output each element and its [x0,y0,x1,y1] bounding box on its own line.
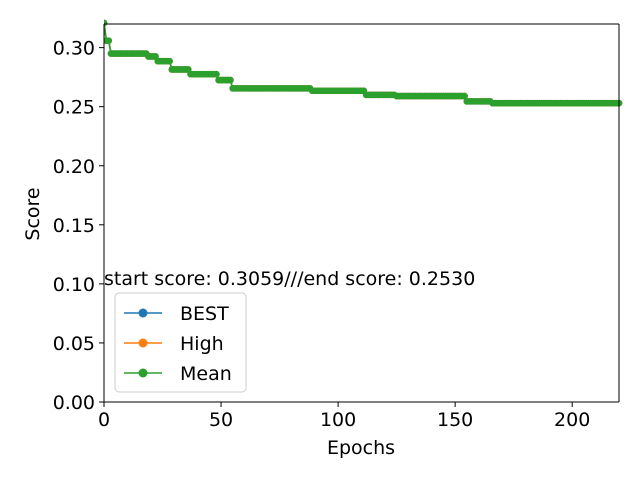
y-axis-label: Score [22,187,44,240]
legend-frame [114,292,247,393]
legend-marker-best [138,308,148,318]
data-point-mean-48 [213,70,220,78]
x-axis-label: Epochs [327,437,395,459]
data-point-mean-54 [227,76,234,84]
legend: BEST High Mean [114,292,247,393]
series-layer [104,19,623,107]
x-tick-label-2: 100 [320,409,356,431]
series-mean [104,19,623,107]
x-tick-label-4: 200 [554,409,590,431]
data-point-mean-2 [105,37,112,44]
legend-label-best: BEST [180,303,229,325]
data-point-mean-154 [461,92,468,100]
y-tick-label-5: 0.25 [53,97,95,119]
data-point-mean-0 [104,19,108,27]
y-tick-label-3: 0.15 [53,215,95,237]
y-tick-label-0: 0.00 [53,392,95,414]
legend-marker-high [138,338,148,348]
y-tick-label-1: 0.05 [53,333,95,355]
axes-layer: 0 50 100 150 200 0.00 0.05 0.10 0.15 0.20 0.25 0.30 [53,23,620,431]
x-tick-label-3: 150 [437,409,473,431]
plot-area [104,19,623,107]
legend-label-mean: Mean [180,363,232,385]
y-tick-label-4: 0.20 [53,156,95,178]
x-tick-label-1: 50 [209,409,233,431]
legend-label-high: High [180,333,224,355]
y-tick-label-2: 0.10 [53,274,95,296]
data-point-mean-28 [166,57,173,65]
x-tick-label-0: 0 [98,409,110,431]
legend-marker-mean [138,368,148,378]
score-annotation: start score: 0.3059///end score: 0.2530 [104,268,475,290]
y-tick-label-6: 0.30 [53,38,95,60]
